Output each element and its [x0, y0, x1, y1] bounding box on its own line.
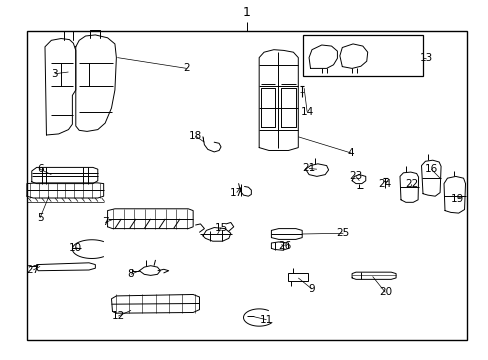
Text: 5: 5 [37, 213, 43, 223]
Text: 11: 11 [259, 315, 273, 325]
Text: 20: 20 [378, 287, 391, 297]
Text: 23: 23 [348, 171, 362, 181]
Text: 18: 18 [188, 131, 202, 141]
Text: 4: 4 [347, 148, 354, 158]
Text: 15: 15 [214, 222, 227, 233]
Text: 9: 9 [308, 284, 315, 294]
Text: 25: 25 [336, 228, 349, 238]
Text: 3: 3 [51, 69, 58, 79]
Text: 22: 22 [404, 179, 418, 189]
Text: 6: 6 [37, 164, 43, 174]
Text: 24: 24 [378, 179, 391, 189]
Text: 10: 10 [69, 243, 82, 253]
Bar [287, 273, 307, 281]
Bar [27, 31, 466, 340]
Text: 21: 21 [302, 163, 315, 174]
Text: 17: 17 [229, 188, 243, 198]
Text: 14: 14 [300, 107, 313, 117]
Text: 13: 13 [419, 53, 432, 63]
Text: 1: 1 [243, 6, 250, 19]
Text: 2: 2 [183, 63, 190, 73]
Text: 16: 16 [424, 164, 437, 174]
Text: 26: 26 [277, 240, 291, 251]
Text: 12: 12 [111, 311, 125, 321]
Text: 19: 19 [450, 194, 464, 204]
Text: 27: 27 [26, 265, 40, 275]
Text: 8: 8 [127, 269, 134, 279]
Bar [303, 35, 422, 76]
Text: 7: 7 [102, 217, 108, 228]
